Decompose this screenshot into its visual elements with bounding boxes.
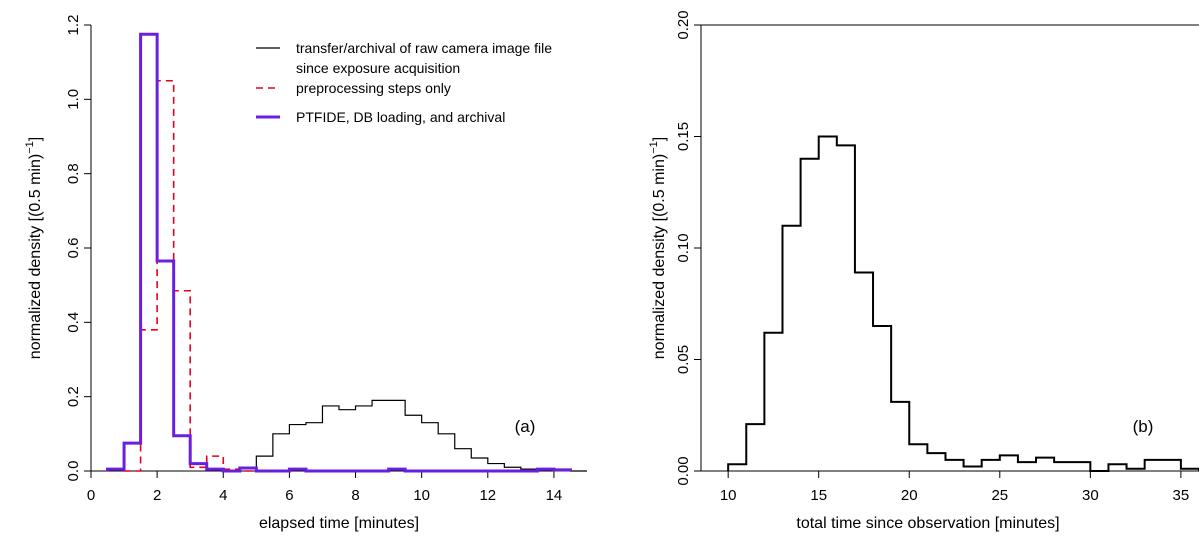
y-axis-label-main: normalized density [(0.5 min) <box>651 154 668 359</box>
x-tick-label: 25 <box>991 487 1008 504</box>
legend: transfer/archival of raw camera image fi… <box>256 40 552 125</box>
legend-label: PTFIDE, DB loading, and archival <box>296 109 505 125</box>
y-tick-label: 0.10 <box>675 233 692 262</box>
x-tick-label: 14 <box>546 487 563 504</box>
y-tick-label: 0.00 <box>675 456 692 485</box>
series-0-histogram <box>727 135 1199 472</box>
panel-b: 10 15 20 25 30 35 0.00 0.05 0.10 0.15 0.20 total ti… <box>648 10 1199 532</box>
y-tick-label: 0.4 <box>65 312 82 333</box>
x-tick-label: 10 <box>413 487 430 504</box>
y-tick-label: 0.0 <box>65 461 82 482</box>
legend-label: preprocessing steps only <box>296 80 451 96</box>
legend-label: transfer/archival of raw camera image fi… <box>296 40 552 56</box>
x-tick-label: 15 <box>810 487 827 504</box>
x-tick-label: 30 <box>1082 487 1099 504</box>
panel-label: (a) <box>515 417 536 436</box>
y-axis-label: normalized density [(0.5 min)−1] <box>24 137 44 359</box>
x-tick-label: 2 <box>153 487 161 504</box>
y-tick-label: 0.20 <box>675 10 692 39</box>
y-tick-label: 0.15 <box>675 122 692 151</box>
series-0-histogram <box>239 399 587 472</box>
y-tick-label: 1.2 <box>65 15 82 36</box>
panel-label: (b) <box>1133 417 1154 436</box>
x-tick-label: 8 <box>351 487 359 504</box>
y-axis-label-close: ] <box>27 137 44 141</box>
x-tick-label: 10 <box>720 487 737 504</box>
panel-a: 0 2 4 6 8 10 12 14 0.0 0.2 0.4 0.6 0.8 1.0 1.2 elapsed … <box>24 15 587 532</box>
y-tick-label: 0.2 <box>65 386 82 407</box>
y-axis-label-main: normalized density [(0.5 min) <box>27 154 44 359</box>
x-tick-label: 20 <box>901 487 918 504</box>
x-axis-label: total time since observation [minutes] <box>796 515 1059 532</box>
legend-label-line2: since exposure acquisition <box>296 60 460 76</box>
y-tick-label: 1.0 <box>65 89 82 110</box>
y-axis-label: normalized density [(0.5 min)−1] <box>648 137 668 359</box>
y-tick-label: 0.8 <box>65 163 82 184</box>
x-axis-label: elapsed time [minutes] <box>259 515 419 532</box>
y-tick-label: 0.05 <box>675 345 692 374</box>
series-2-histogram <box>106 32 572 473</box>
y-axis-label-exponent: −1 <box>24 141 36 154</box>
y-axis-label-exponent: −1 <box>648 141 660 154</box>
x-tick-label: 35 <box>1173 487 1190 504</box>
x-tick-label: 6 <box>285 487 293 504</box>
y-tick-label: 0.6 <box>65 238 82 259</box>
x-tick-label: 4 <box>219 487 227 504</box>
x-tick-label: 0 <box>87 487 95 504</box>
series-1-histogram <box>124 79 257 472</box>
x-tick-label: 12 <box>479 487 496 504</box>
y-axis-label-close: ] <box>651 137 668 141</box>
